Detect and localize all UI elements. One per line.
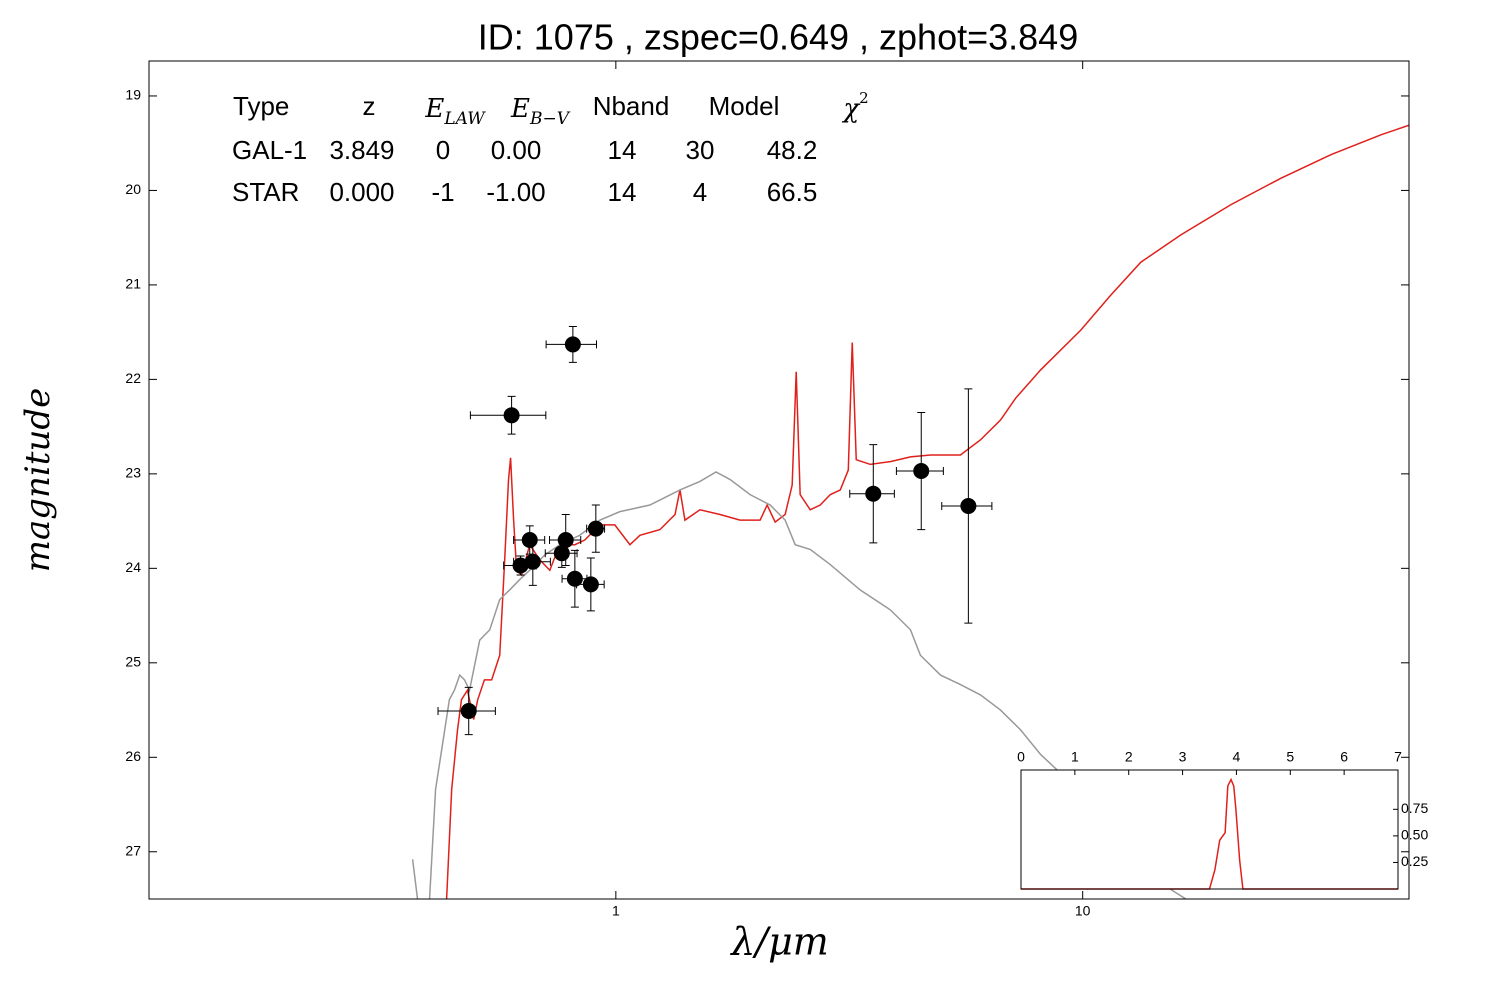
inset-x-tick-label: 5 [1286, 749, 1294, 765]
data-point [521, 531, 538, 548]
table-cell: 4 [693, 177, 707, 207]
data-point [865, 485, 882, 502]
table-cell: 0.00 [491, 135, 542, 165]
table-cell: GAL-1 [232, 135, 307, 165]
x-tick-label: 1 [612, 903, 620, 919]
y-tick-label: 24 [125, 559, 141, 575]
y-axis-label: magnitude [18, 388, 58, 573]
x-axis-label: λ/μm [729, 920, 829, 964]
table-cell: 14 [608, 177, 637, 207]
inset-y-tick-label: 0.50 [1401, 827, 1428, 843]
data-point [503, 407, 520, 424]
plot-background [149, 61, 1409, 899]
header-symbol: χ [841, 94, 861, 124]
table-header: ELAW [424, 94, 486, 129]
model-line [445, 124, 1409, 899]
data-point [564, 336, 581, 353]
header-symbol: E [424, 94, 444, 124]
data-point [913, 463, 930, 480]
y-tick-label: 19 [125, 87, 141, 103]
inset-y-tick-label: 0.25 [1401, 853, 1428, 869]
data-point [960, 497, 977, 514]
table-header: EB−V [510, 94, 571, 129]
plot-frame [148, 60, 1410, 900]
table-cell: -1.00 [486, 177, 545, 207]
header-subscript: B−V [529, 109, 571, 129]
y-tick-label: 21 [125, 276, 141, 292]
inset-x-tick-label: 6 [1340, 749, 1348, 765]
table-cell: 66.5 [767, 177, 818, 207]
y-tick-label: 23 [125, 465, 141, 481]
header-subscript: LAW [443, 109, 486, 129]
table-header: Nband [593, 91, 670, 121]
data-point [460, 702, 477, 719]
table-cell: 14 [608, 135, 637, 165]
inset-x-tick-label: 2 [1125, 749, 1133, 765]
inset-x-tick-label: 4 [1233, 749, 1241, 765]
y-tick-label: 22 [125, 370, 141, 386]
table-cell: 3.849 [329, 135, 394, 165]
y-tick-label: 27 [125, 842, 141, 858]
table-cell: -1 [431, 177, 454, 207]
x-tick-label: 10 [1075, 903, 1091, 919]
inset-y-tick-label: 0.75 [1401, 800, 1428, 816]
table-header: z [363, 91, 376, 121]
pdf-line [1021, 777, 1398, 890]
y-tick-label: 25 [125, 654, 141, 670]
table-cell: STAR [232, 177, 299, 207]
inset-background [1021, 770, 1398, 889]
table-cell: 30 [686, 135, 715, 165]
data-point [557, 531, 574, 548]
data-point [587, 520, 604, 537]
table-header: Type [233, 91, 289, 121]
model-line [411, 471, 1187, 899]
inset-x-tick-label: 1 [1071, 749, 1079, 765]
table-header: Model [709, 91, 780, 121]
table-cell: 48.2 [767, 135, 818, 165]
inset-x-tick-label: 3 [1179, 749, 1187, 765]
data-point [582, 576, 599, 593]
table-cell: 0.000 [329, 177, 394, 207]
table-header: χ2 [841, 89, 868, 124]
inset-x-tick-label: 7 [1394, 749, 1402, 765]
header-symbol: E [510, 94, 530, 124]
header-superscript: 2 [859, 89, 869, 107]
data-point [524, 553, 541, 570]
data-point [566, 570, 583, 587]
chart-title: ID: 1075 , zspec=0.649 , zphot=3.849 [478, 17, 1078, 58]
y-tick-label: 26 [125, 748, 141, 764]
model-curves [411, 124, 1409, 899]
y-tick-label: 20 [125, 181, 141, 197]
inset-x-tick-label: 0 [1017, 749, 1025, 765]
inset-frame [1020, 769, 1399, 890]
table-cell: 0 [436, 135, 450, 165]
